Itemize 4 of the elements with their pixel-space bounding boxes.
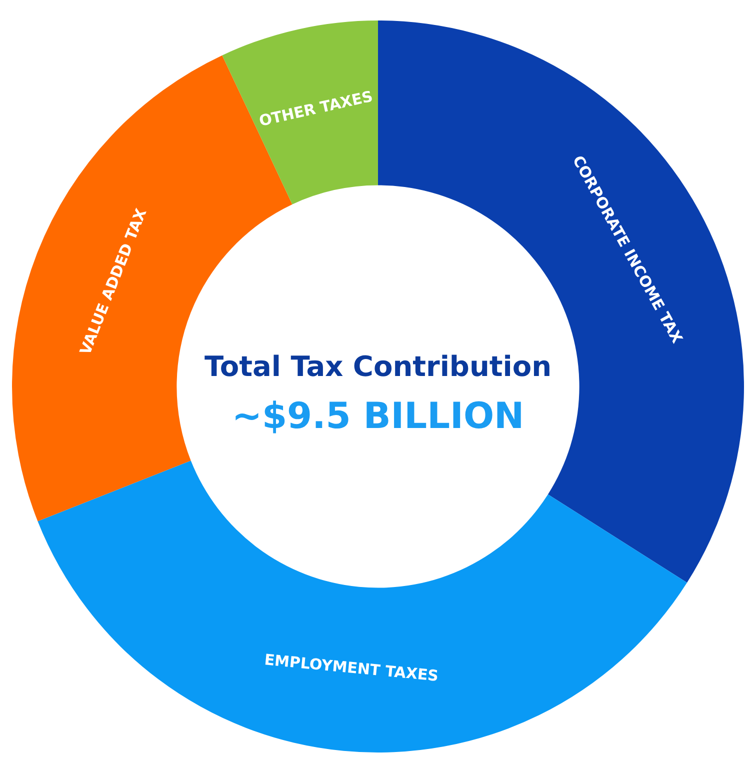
slice-label: EMPLOYMENT TAXES bbox=[264, 650, 440, 685]
slice-label: OTHER TAXES bbox=[257, 87, 374, 130]
text: ~$9.5 BILLION bbox=[232, 396, 524, 437]
text: Total Tax Contribution bbox=[204, 350, 552, 383]
